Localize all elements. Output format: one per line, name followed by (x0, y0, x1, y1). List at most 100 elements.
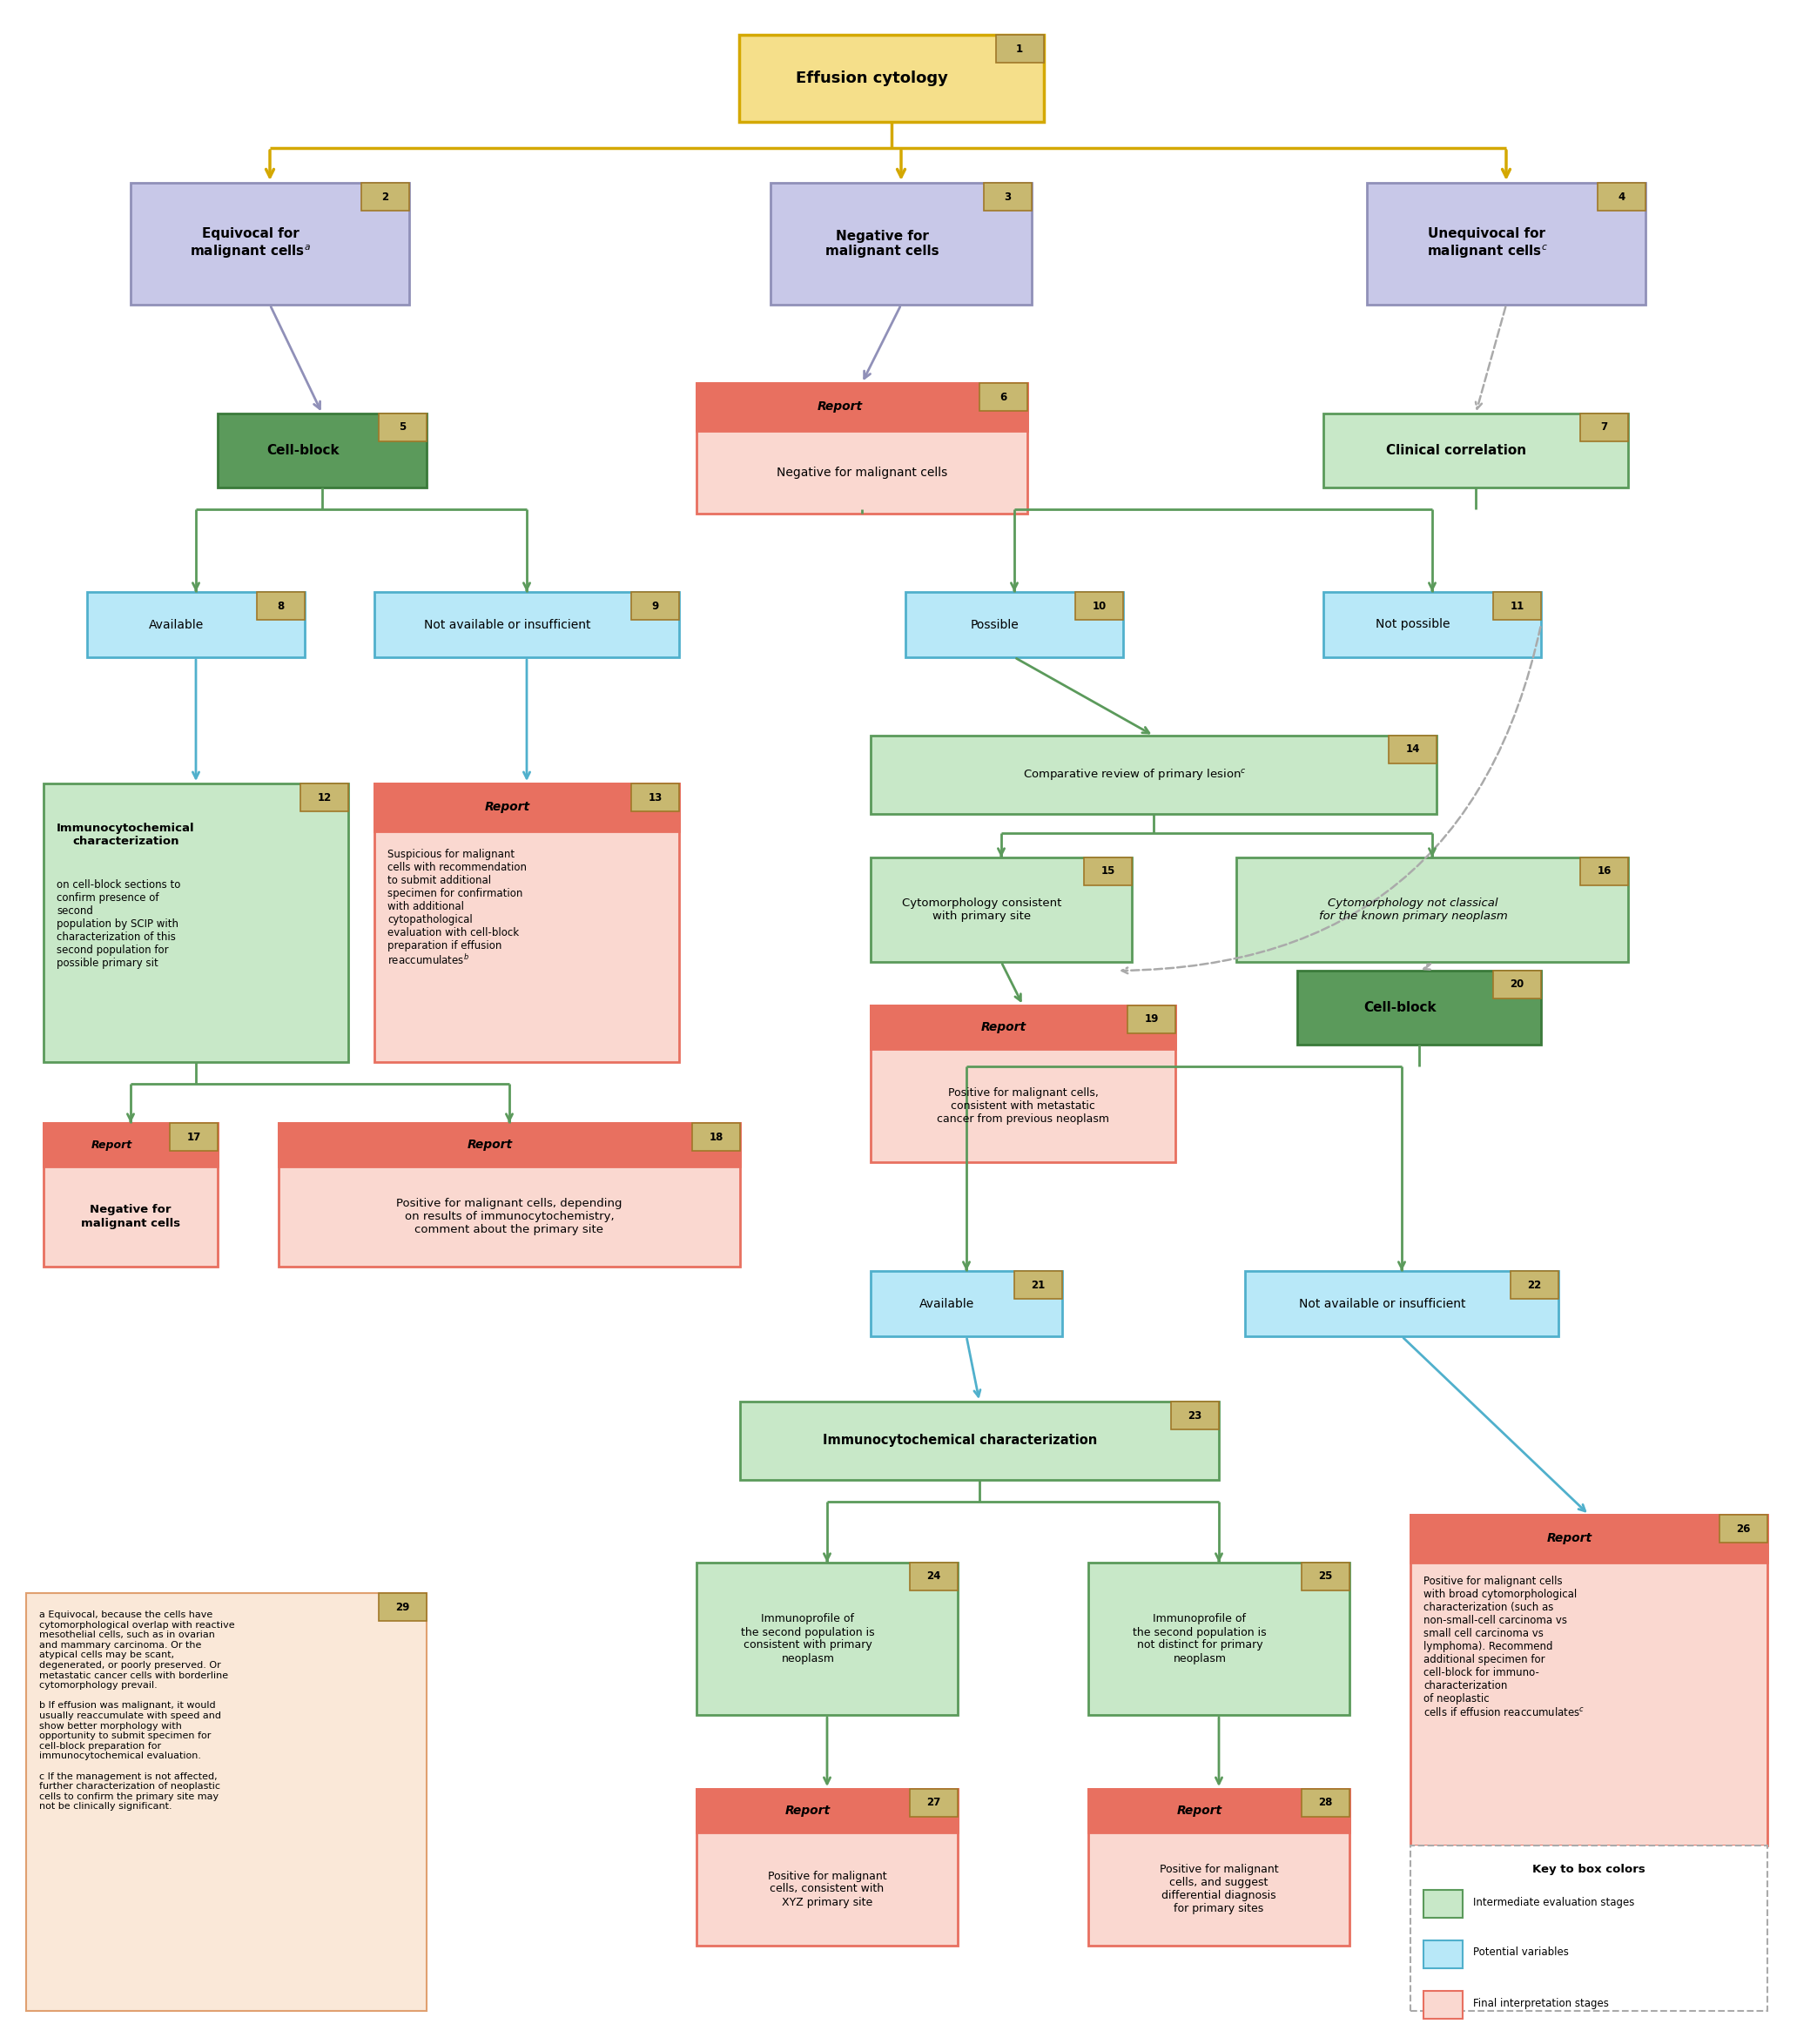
Text: Positive for malignant cells,
consistent with metastatic
cancer from previous ne: Positive for malignant cells, consistent… (938, 1087, 1108, 1124)
FancyBboxPatch shape (696, 1562, 958, 1715)
FancyBboxPatch shape (1410, 1846, 1768, 2011)
Text: Cytomorphology consistent
with primary site: Cytomorphology consistent with primary s… (903, 897, 1061, 922)
FancyBboxPatch shape (169, 1122, 218, 1151)
Text: Not available or insufficient: Not available or insufficient (1299, 1298, 1466, 1310)
FancyBboxPatch shape (740, 35, 1043, 123)
FancyBboxPatch shape (870, 1006, 1176, 1049)
Text: 4: 4 (1617, 190, 1624, 202)
Text: Cell-block: Cell-block (1363, 1002, 1437, 1014)
FancyBboxPatch shape (630, 783, 680, 811)
Text: 10: 10 (1092, 601, 1107, 611)
Text: 23: 23 (1188, 1410, 1203, 1421)
Text: Report: Report (818, 401, 863, 413)
Text: Clinical correlation: Clinical correlation (1386, 444, 1526, 458)
FancyBboxPatch shape (1388, 736, 1437, 764)
Text: Potential variables: Potential variables (1474, 1948, 1568, 1958)
FancyBboxPatch shape (1128, 1006, 1176, 1034)
FancyBboxPatch shape (1323, 593, 1541, 658)
FancyBboxPatch shape (983, 182, 1032, 211)
FancyBboxPatch shape (1494, 971, 1541, 1000)
Text: Key to box colors: Key to box colors (1532, 1864, 1646, 1876)
Text: 3: 3 (1005, 190, 1012, 202)
FancyBboxPatch shape (256, 593, 305, 619)
FancyBboxPatch shape (1597, 182, 1646, 211)
Text: Report: Report (467, 1139, 512, 1151)
Text: 9: 9 (652, 601, 660, 611)
Text: Report: Report (485, 801, 531, 814)
Text: 19: 19 (1145, 1014, 1159, 1024)
Text: Report: Report (1177, 1805, 1223, 1817)
Text: Immunoprofile of
the second population is
consistent with primary
neoplasm: Immunoprofile of the second population i… (741, 1613, 874, 1664)
FancyBboxPatch shape (44, 1122, 218, 1267)
Text: 8: 8 (278, 601, 285, 611)
Text: Report: Report (785, 1805, 830, 1817)
Text: on cell-block sections to
confirm presence of
second
population by SCIP with
cha: on cell-block sections to confirm presen… (56, 879, 180, 969)
FancyBboxPatch shape (300, 783, 349, 811)
Text: 29: 29 (396, 1600, 411, 1613)
FancyBboxPatch shape (1410, 1515, 1768, 1846)
FancyBboxPatch shape (1423, 1940, 1463, 1968)
FancyBboxPatch shape (996, 35, 1043, 63)
FancyBboxPatch shape (1510, 1271, 1559, 1298)
Text: 2: 2 (382, 190, 389, 202)
FancyBboxPatch shape (692, 1122, 740, 1151)
FancyBboxPatch shape (278, 1122, 740, 1267)
FancyBboxPatch shape (870, 736, 1437, 814)
Text: 6: 6 (999, 390, 1007, 403)
Text: Report: Report (91, 1139, 133, 1151)
Text: Cytomorphology not classical
for the known primary neoplasm: Cytomorphology not classical for the kno… (1319, 897, 1508, 922)
Text: 7: 7 (1601, 421, 1608, 433)
FancyBboxPatch shape (979, 382, 1027, 411)
Text: Negative for
malignant cells: Negative for malignant cells (825, 229, 939, 258)
Text: 5: 5 (400, 421, 407, 433)
FancyBboxPatch shape (87, 593, 305, 658)
FancyBboxPatch shape (1423, 1891, 1463, 1917)
Text: 1: 1 (1016, 43, 1023, 55)
FancyBboxPatch shape (696, 1788, 958, 1946)
FancyBboxPatch shape (1719, 1515, 1768, 1543)
Text: Effusion cytology: Effusion cytology (796, 69, 948, 86)
Text: 16: 16 (1597, 867, 1612, 877)
FancyBboxPatch shape (870, 1271, 1063, 1337)
FancyBboxPatch shape (696, 382, 1027, 513)
FancyBboxPatch shape (25, 1592, 427, 2011)
Text: Report: Report (981, 1022, 1027, 1034)
Text: Not available or insufficient: Not available or insufficient (423, 619, 591, 632)
Text: 25: 25 (1319, 1572, 1332, 1582)
Text: a Equivocal, because the cells have
cytomorphological overlap with reactive
meso: a Equivocal, because the cells have cyto… (40, 1611, 234, 1811)
Text: Not possible: Not possible (1375, 619, 1450, 632)
FancyBboxPatch shape (44, 783, 349, 1063)
Text: 22: 22 (1528, 1280, 1541, 1290)
FancyBboxPatch shape (1014, 1271, 1063, 1298)
FancyBboxPatch shape (218, 413, 427, 489)
Text: Intermediate evaluation stages: Intermediate evaluation stages (1474, 1897, 1635, 1907)
Text: Negative for
malignant cells: Negative for malignant cells (82, 1204, 180, 1228)
Text: Comparative review of primary lesion$^c$: Comparative review of primary lesion$^c$ (1023, 766, 1246, 783)
FancyBboxPatch shape (696, 382, 1027, 431)
Text: Suspicious for malignant
cells with recommendation
to submit additional
specimen: Suspicious for malignant cells with reco… (387, 848, 527, 967)
Text: Available: Available (919, 1298, 974, 1310)
Text: 15: 15 (1101, 867, 1116, 877)
FancyBboxPatch shape (1297, 971, 1541, 1044)
Text: Positive for malignant
cells, and suggest
differential diagnosis
for primary sit: Positive for malignant cells, and sugges… (1159, 1864, 1279, 1915)
FancyBboxPatch shape (696, 1788, 958, 1833)
FancyBboxPatch shape (910, 1788, 958, 1817)
FancyBboxPatch shape (1410, 1515, 1768, 1562)
Text: Positive for malignant cells, depending
on results of immunocytochemistry,
comme: Positive for malignant cells, depending … (396, 1198, 621, 1235)
Text: Cell-block: Cell-block (267, 444, 340, 458)
FancyBboxPatch shape (1323, 413, 1628, 489)
Text: 12: 12 (318, 791, 331, 803)
FancyBboxPatch shape (278, 1122, 740, 1167)
FancyBboxPatch shape (44, 1122, 218, 1167)
Text: Positive for malignant
cells, consistent with
XYZ primary site: Positive for malignant cells, consistent… (767, 1870, 887, 1907)
FancyBboxPatch shape (1088, 1562, 1350, 1715)
Text: 28: 28 (1319, 1797, 1332, 1809)
Text: Unequivocal for
malignant cells$^c$: Unequivocal for malignant cells$^c$ (1426, 227, 1548, 260)
FancyBboxPatch shape (374, 593, 680, 658)
Text: Final interpretation stages: Final interpretation stages (1474, 1997, 1608, 2009)
Text: Report: Report (1546, 1533, 1592, 1545)
FancyBboxPatch shape (740, 1402, 1219, 1480)
FancyBboxPatch shape (1236, 858, 1628, 963)
Text: Positive for malignant cells
with broad cytomorphological
characterization (such: Positive for malignant cells with broad … (1423, 1576, 1584, 1719)
Text: 17: 17 (187, 1130, 202, 1143)
